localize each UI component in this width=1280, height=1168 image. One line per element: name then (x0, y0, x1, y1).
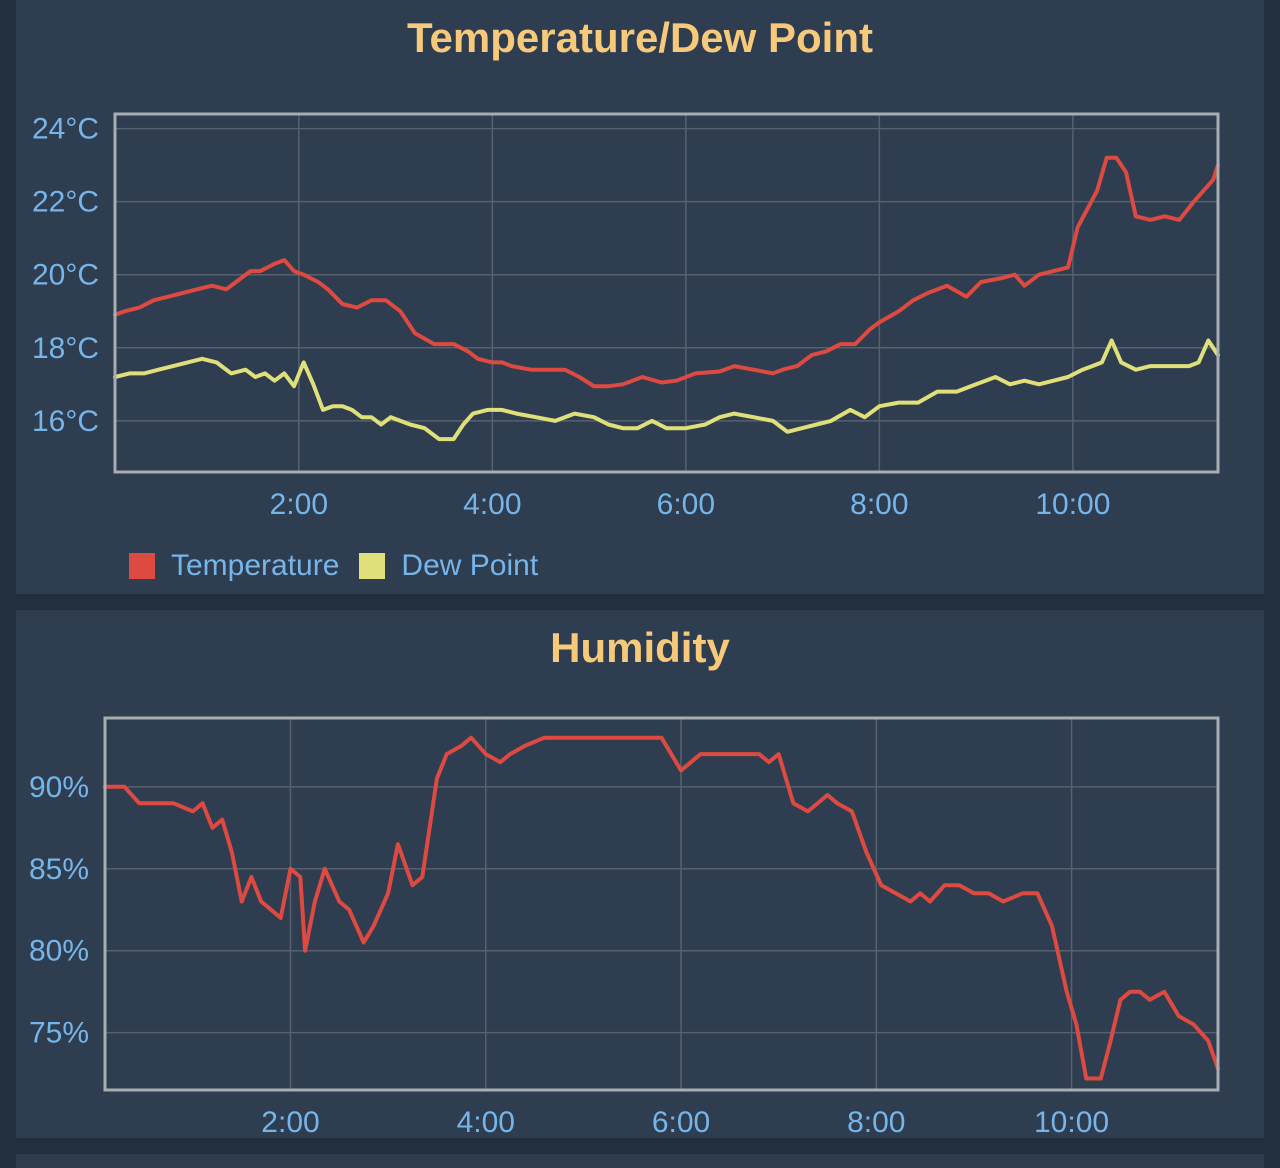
series-line-dew-point (113, 338, 1220, 442)
x-tick-label: 8:00 (847, 1106, 905, 1139)
humidity-panel: Humidity 75% 80% 85% 90% 2:00 4:00 6:00 8:00 10:… (16, 610, 1264, 1139)
plot-area (115, 114, 1218, 472)
next-panel-edge (16, 1154, 1264, 1168)
temperature-dew-point-chart: 16°C 18°C 20°C 22°C 24°C 2:00 4:00 6:00 8:00 10:0… (32, 112, 1220, 521)
x-tick-label: 4:00 (457, 1106, 515, 1139)
y-tick-label: 80% (29, 935, 89, 968)
chart-title: Temperature/Dew Point (407, 14, 873, 61)
humidity-chart: 75% 80% 85% 90% 2:00 4:00 6:00 8:00 10:00 (29, 716, 1220, 1139)
y-tick-label: 90% (29, 771, 89, 804)
temperature-dew-point-panel: Temperature/Dew Point 16°C 18°C 20°C 22°C 24… (16, 0, 1264, 594)
chart-legend: Temperature Dew Point (129, 548, 548, 584)
y-tick-label: 18°C (32, 332, 99, 365)
x-tick-label: 2:00 (270, 488, 328, 521)
plot-frame (113, 112, 1220, 474)
x-tick-label: 8:00 (850, 488, 908, 521)
x-tick-label: 6:00 (652, 1106, 710, 1139)
y-tick-label: 20°C (32, 259, 99, 292)
plot-area (105, 718, 1218, 1090)
legend-swatch-dew-point (359, 553, 386, 579)
legend-swatch-temperature (129, 553, 155, 579)
series-line-temperature (113, 155, 1220, 389)
chart-title: Humidity (550, 624, 730, 671)
plot-frame (103, 716, 1220, 1092)
x-tick-label: 6:00 (657, 488, 715, 521)
series-line-humidity (103, 735, 1220, 1081)
y-tick-label: 75% (29, 1017, 89, 1050)
y-tick-label: 16°C (32, 405, 99, 438)
x-tick-label: 10:00 (1034, 1106, 1109, 1139)
legend-label-dew-point: Dew Point (401, 549, 539, 582)
legend-item-dew-point[interactable]: Dew Point (359, 549, 538, 583)
y-tick-label: 22°C (32, 186, 99, 219)
legend-label-temperature: Temperature (171, 549, 340, 582)
legend-item-temperature[interactable]: Temperature (129, 549, 339, 583)
y-tick-label: 85% (29, 853, 89, 886)
x-tick-label: 10:00 (1035, 488, 1110, 521)
x-tick-label: 2:00 (261, 1106, 319, 1139)
x-tick-label: 4:00 (463, 488, 521, 521)
y-tick-label: 24°C (32, 113, 99, 146)
